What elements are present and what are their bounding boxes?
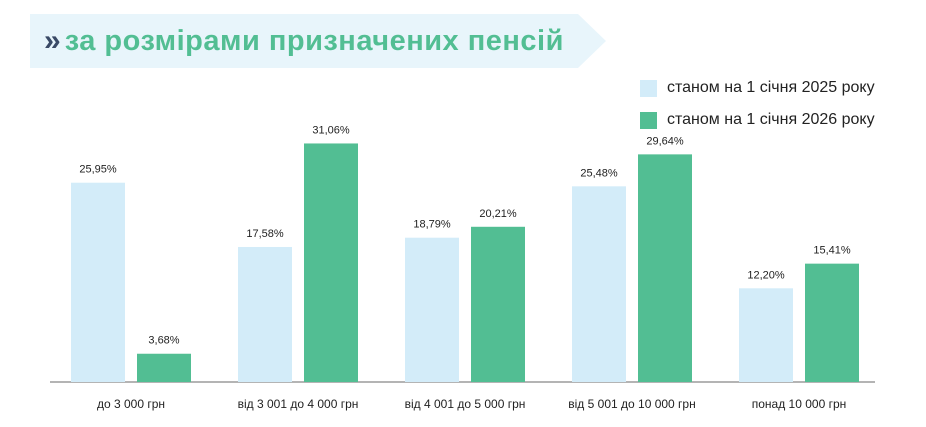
- bar-2026-5: [805, 263, 859, 382]
- legend-item-2025: станом на 1 січня 2025 року: [640, 74, 875, 102]
- section-banner: » за розмірами призначених пенсій: [30, 14, 610, 68]
- bar-2025-2: [238, 246, 292, 382]
- legend-swatch-2025: [640, 79, 657, 97]
- legend-swatch-2026: [640, 111, 657, 129]
- legend-label-2025: станом на 1 січня 2025 року: [667, 79, 875, 96]
- bar-2026-1: [137, 353, 191, 382]
- data-label-2025-5: 12,20%: [747, 269, 785, 281]
- section-title-text: за розмірами призначених пенсій: [64, 24, 564, 57]
- bar-2026-4: [638, 154, 692, 382]
- category-label-4: від 5 001 до 10 000 грн: [568, 397, 695, 411]
- data-label-2025-2: 17,58%: [246, 228, 284, 240]
- category-label-5: понад 10 000 грн: [752, 397, 847, 411]
- double-chevron-icon: »: [44, 24, 61, 57]
- data-label-2026-5: 15,41%: [813, 245, 851, 257]
- legend-label-2026: станом на 1 січня 2026 року: [667, 111, 875, 128]
- data-label-2025-1: 25,95%: [79, 164, 117, 176]
- bar-2025-5: [739, 288, 793, 382]
- data-label-2025-4: 25,48%: [580, 167, 618, 179]
- bar-2025-1: [71, 182, 125, 382]
- category-label-1: до 3 000 грн: [97, 397, 165, 411]
- data-label-2026-3: 20,21%: [479, 208, 517, 220]
- category-label-2: від 3 001 до 4 000 грн: [238, 397, 359, 411]
- chart-legend: станом на 1 січня 2025 року станом на 1 …: [640, 74, 875, 138]
- section-title: » за розмірами призначених пенсій: [44, 22, 564, 60]
- data-label-2026-1: 3,68%: [148, 335, 179, 347]
- category-label-3: від 4 001 до 5 000 грн: [405, 397, 526, 411]
- bar-2026-3: [471, 226, 525, 382]
- data-label-2026-2: 31,06%: [312, 124, 350, 136]
- data-label-2026-4: 29,64%: [646, 135, 684, 147]
- bar-2025-4: [572, 186, 626, 382]
- bar-2025-3: [405, 237, 459, 382]
- data-label-2025-3: 18,79%: [413, 219, 451, 231]
- bar-2026-2: [304, 143, 358, 382]
- banner-background: [30, 14, 606, 68]
- legend-item-2026: станом на 1 січня 2026 року: [640, 106, 875, 134]
